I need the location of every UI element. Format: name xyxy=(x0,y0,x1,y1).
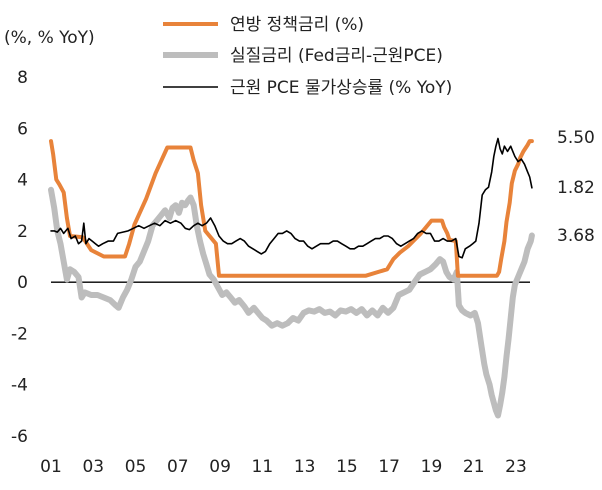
x-tick-label: 21 xyxy=(463,457,485,477)
end-value-label: 1.82 xyxy=(557,178,595,198)
x-tick-label: 19 xyxy=(421,457,443,477)
x-tick-label: 09 xyxy=(209,457,231,477)
x-tick-label: 15 xyxy=(336,457,358,477)
y-tick-label: -2 xyxy=(11,324,28,344)
end-value-label: 5.50 xyxy=(557,128,595,148)
y-tick-label: 8 xyxy=(17,68,28,88)
y-tick-label: 0 xyxy=(17,273,28,293)
x-tick-label: 13 xyxy=(294,457,316,477)
y-tick-label: 2 xyxy=(17,222,28,242)
x-tick-label: 23 xyxy=(505,457,527,477)
y-tick-label: -6 xyxy=(11,427,28,447)
series-line-0 xyxy=(49,139,534,278)
series-line-1 xyxy=(48,186,535,419)
x-tick-label: 01 xyxy=(40,457,62,477)
x-axis-ticks: 01 03 05 07 09 11 13 15 17 19 21 23 xyxy=(40,457,527,477)
x-tick-label: 05 xyxy=(125,457,147,477)
x-tick-label: 17 xyxy=(378,457,400,477)
legend-entry: 연방 정책금리 (%) xyxy=(230,15,364,35)
x-tick-label: 07 xyxy=(167,457,189,477)
series-lines xyxy=(48,137,535,419)
y-axis-ticks: 8 6 4 2 0 -2 -4 -6 xyxy=(11,68,28,447)
y-tick-label: -4 xyxy=(11,376,28,396)
y-tick-label: 4 xyxy=(17,171,28,191)
x-tick-label: 03 xyxy=(82,457,104,477)
y-tick-label: 6 xyxy=(17,119,28,139)
legend-entry: 근원 PCE 물가상승률 (% YoY) xyxy=(230,78,452,98)
legend-entry: 실질금리 (Fed금리-근원PCE) xyxy=(230,46,443,66)
legend: 연방 정책금리 (%) 실질금리 (Fed금리-근원PCE) 근원 PCE 물가상승… xyxy=(163,15,452,98)
x-tick-label: 11 xyxy=(252,457,274,477)
y-axis-unit-label: (%, % YoY) xyxy=(4,28,95,48)
series-line-2 xyxy=(50,137,533,259)
end-value-labels: 5.50 1.82 3.68 xyxy=(557,128,595,246)
end-value-label: 3.68 xyxy=(557,226,595,246)
